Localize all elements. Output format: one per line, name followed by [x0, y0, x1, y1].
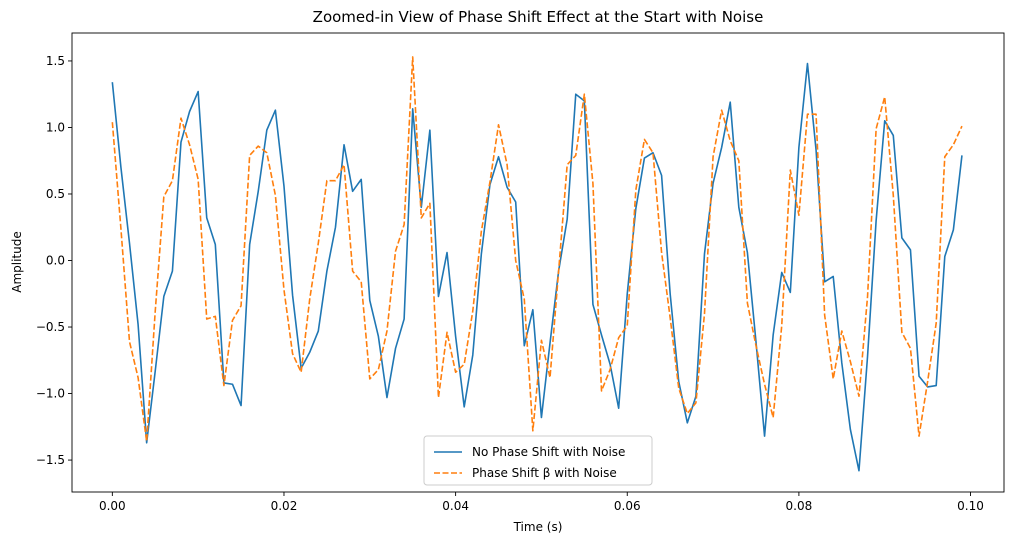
- chart-title: Zoomed-in View of Phase Shift Effect at …: [313, 8, 764, 26]
- y-tick-label: −1.0: [36, 387, 65, 401]
- legend-label-1: No Phase Shift with Noise: [472, 445, 625, 459]
- x-axis-label: Time (s): [513, 520, 563, 534]
- series-layer: [111, 56, 963, 472]
- series-line-2: [111, 56, 963, 443]
- x-tick-label: 0.10: [957, 499, 984, 513]
- legend-box: [423, 435, 653, 486]
- y-axis-label: Amplitude: [10, 231, 24, 293]
- x-tick-label: 0.08: [786, 499, 813, 513]
- y-tick-label: −1.5: [36, 453, 65, 467]
- x-tick-label: 0.04: [442, 499, 469, 513]
- y-tick-label: 0.5: [46, 187, 65, 201]
- y-tick-label: 1.0: [46, 120, 65, 134]
- y-tick-label: −0.5: [36, 320, 65, 334]
- y-tick-label: 0.0: [46, 254, 65, 268]
- axes-layer: 0.00 0.02 0.04 0.06 0.08 0.10 −1.5 −1.0 −0.5 0.0 0…: [36, 32, 1005, 513]
- x-tick-label: 0.00: [99, 499, 126, 513]
- y-tick-label: 1.5: [46, 54, 65, 68]
- legend: No Phase Shift with Noise Phase Shift β w…: [423, 435, 653, 486]
- plot-frame: [71, 32, 1005, 493]
- legend-label-2: Phase Shift β with Noise: [472, 466, 617, 480]
- x-tick-label: 0.02: [271, 499, 298, 513]
- x-tick-label: 0.06: [614, 499, 641, 513]
